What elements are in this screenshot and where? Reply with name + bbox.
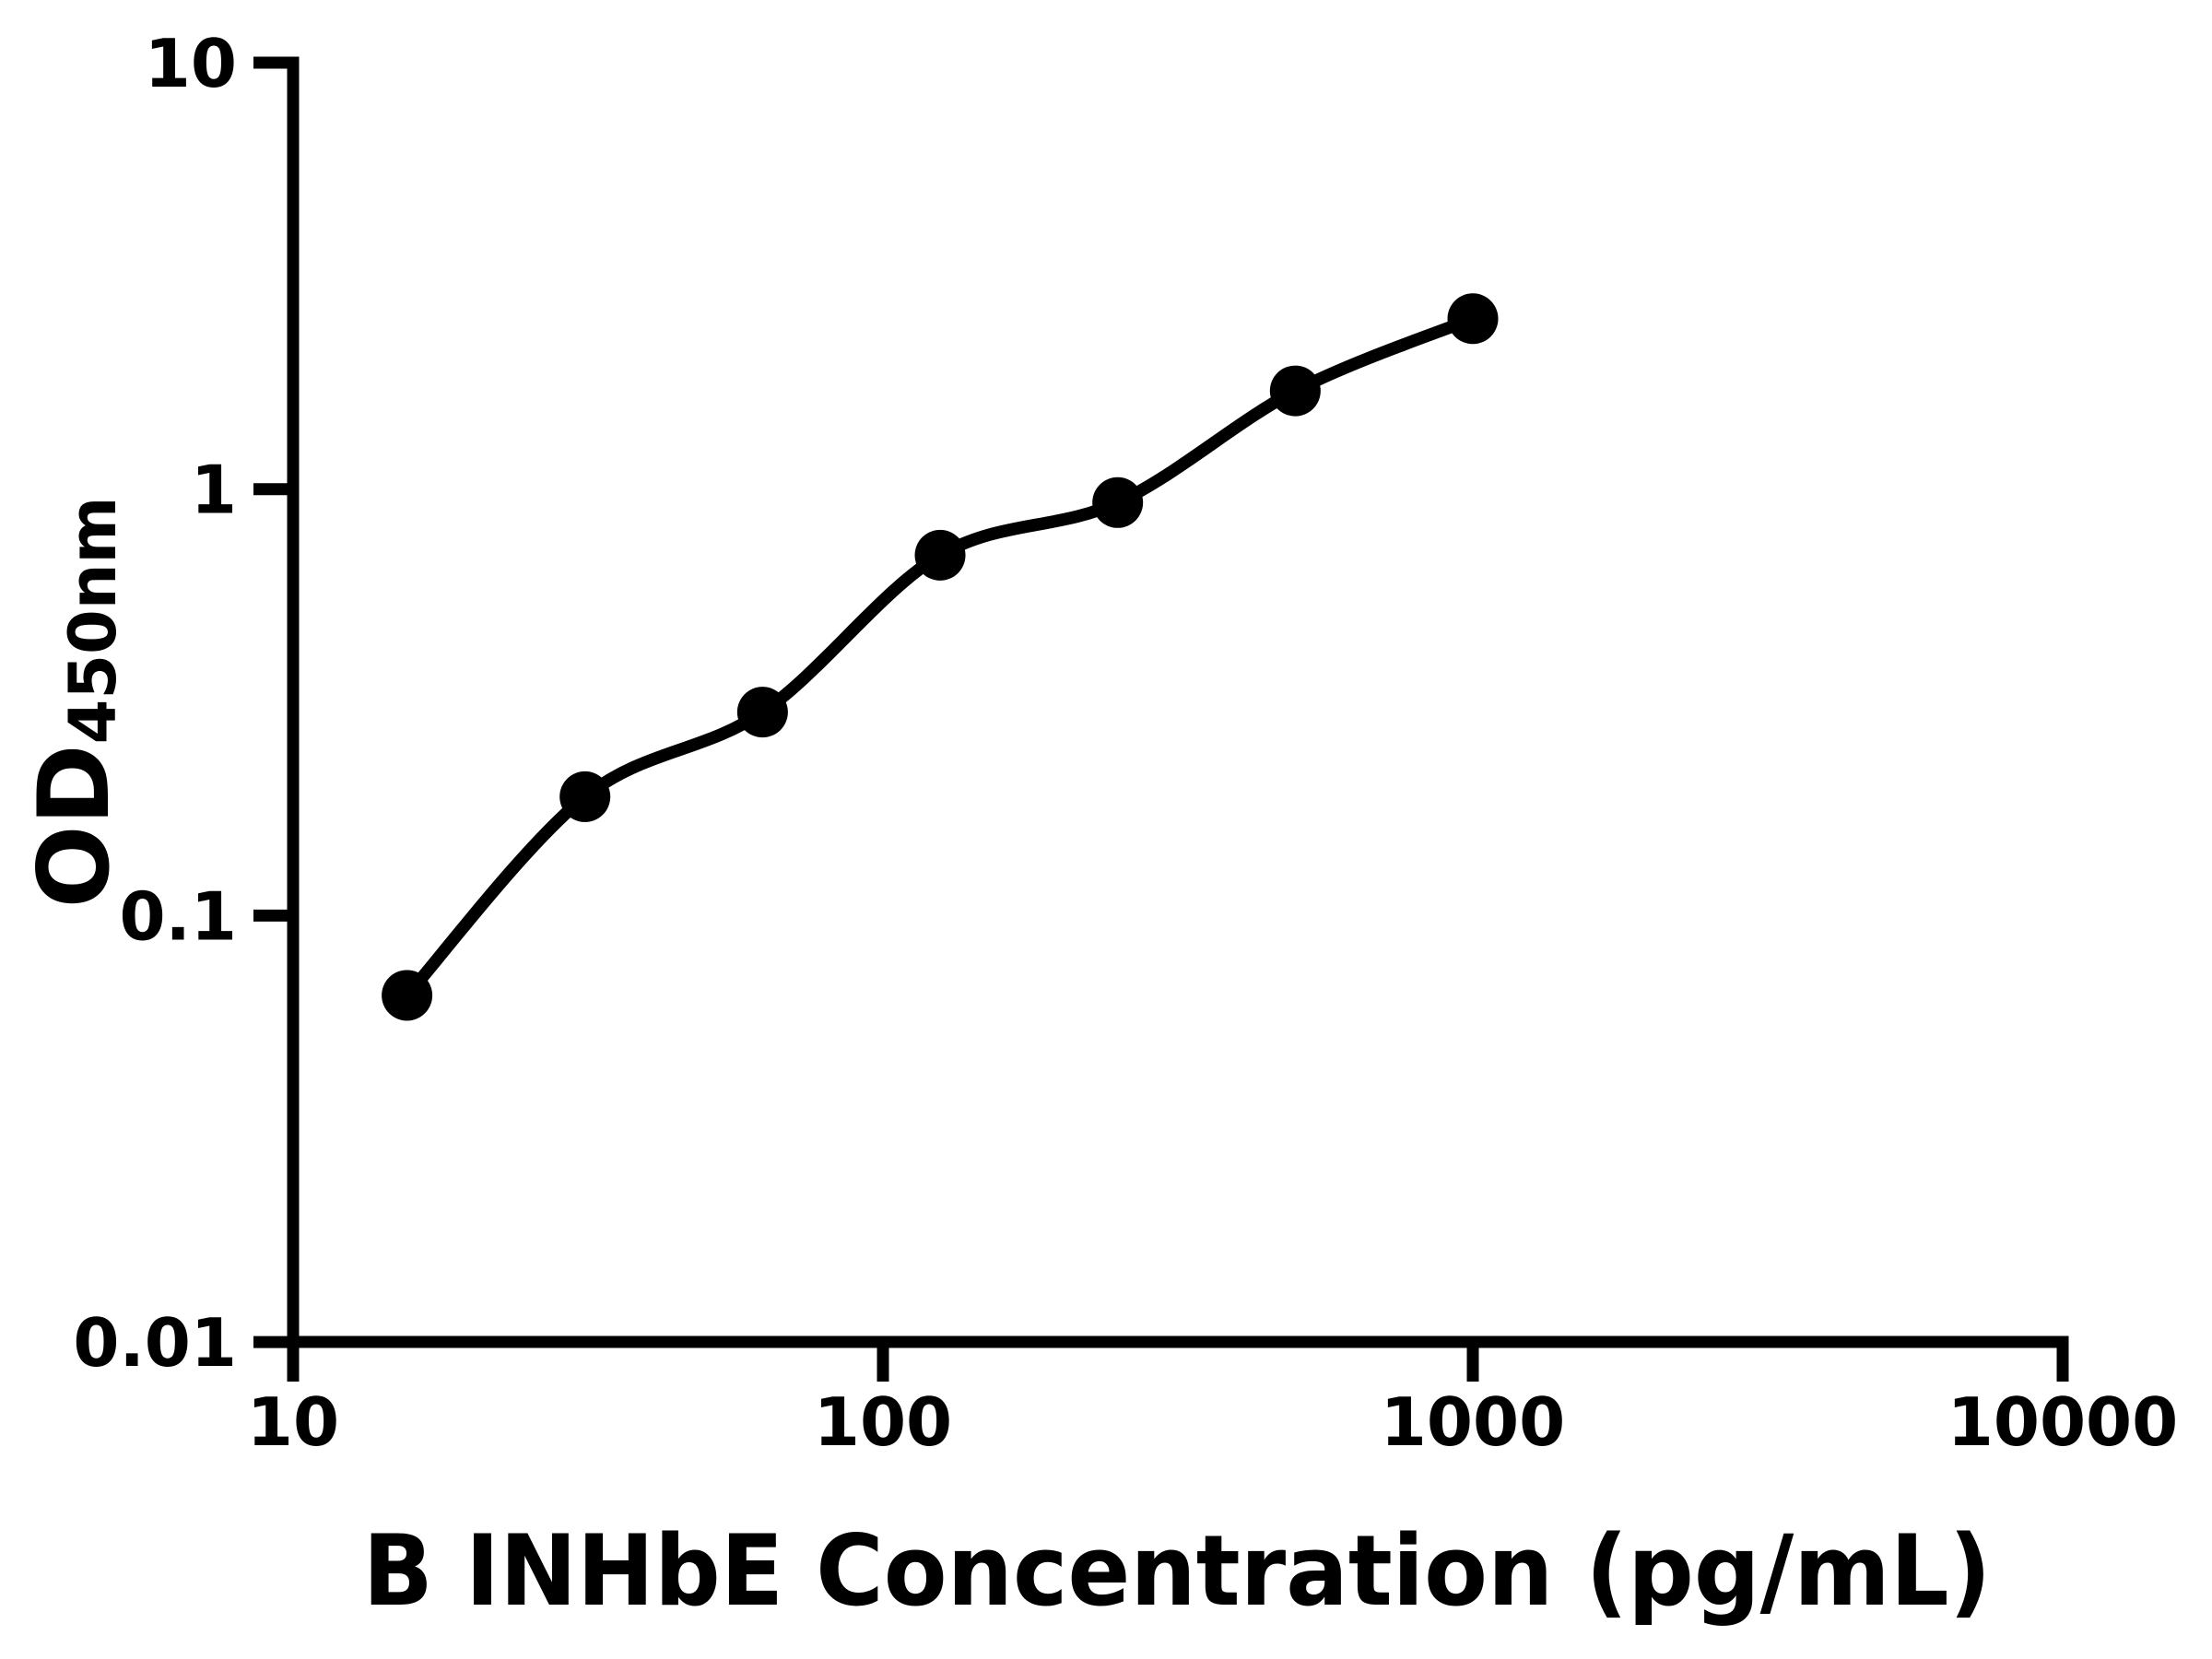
data-point [559,771,611,822]
data-point [1269,365,1321,417]
fit-curve [400,312,1479,1002]
x-tick-label: 10000 [1947,1383,2179,1461]
data-point [914,529,966,581]
data-point [1092,477,1144,528]
data-points-layer [382,293,1499,1021]
x-tick-label: 10 [247,1383,339,1461]
y-tick-label: 0.01 [73,1304,237,1382]
y-tick-label: 10 [145,25,237,102]
y-tick-label: 1 [191,452,237,529]
data-point [736,687,788,738]
y-axis-title-main: OD [18,744,131,908]
fit-curve-layer [400,312,1479,1002]
data-point [1447,293,1499,345]
y-tick-label: 0.1 [119,877,237,955]
y-axis-title: OD450nm [18,496,131,908]
x-axis-title: B INHbE Concentration (pg/mL) [363,1514,1992,1628]
x-tick-label: 1000 [1381,1383,1565,1461]
y-axis-title-subscript: 450nm [55,496,131,744]
x-tick-label: 100 [814,1383,952,1461]
data-point [382,970,433,1021]
